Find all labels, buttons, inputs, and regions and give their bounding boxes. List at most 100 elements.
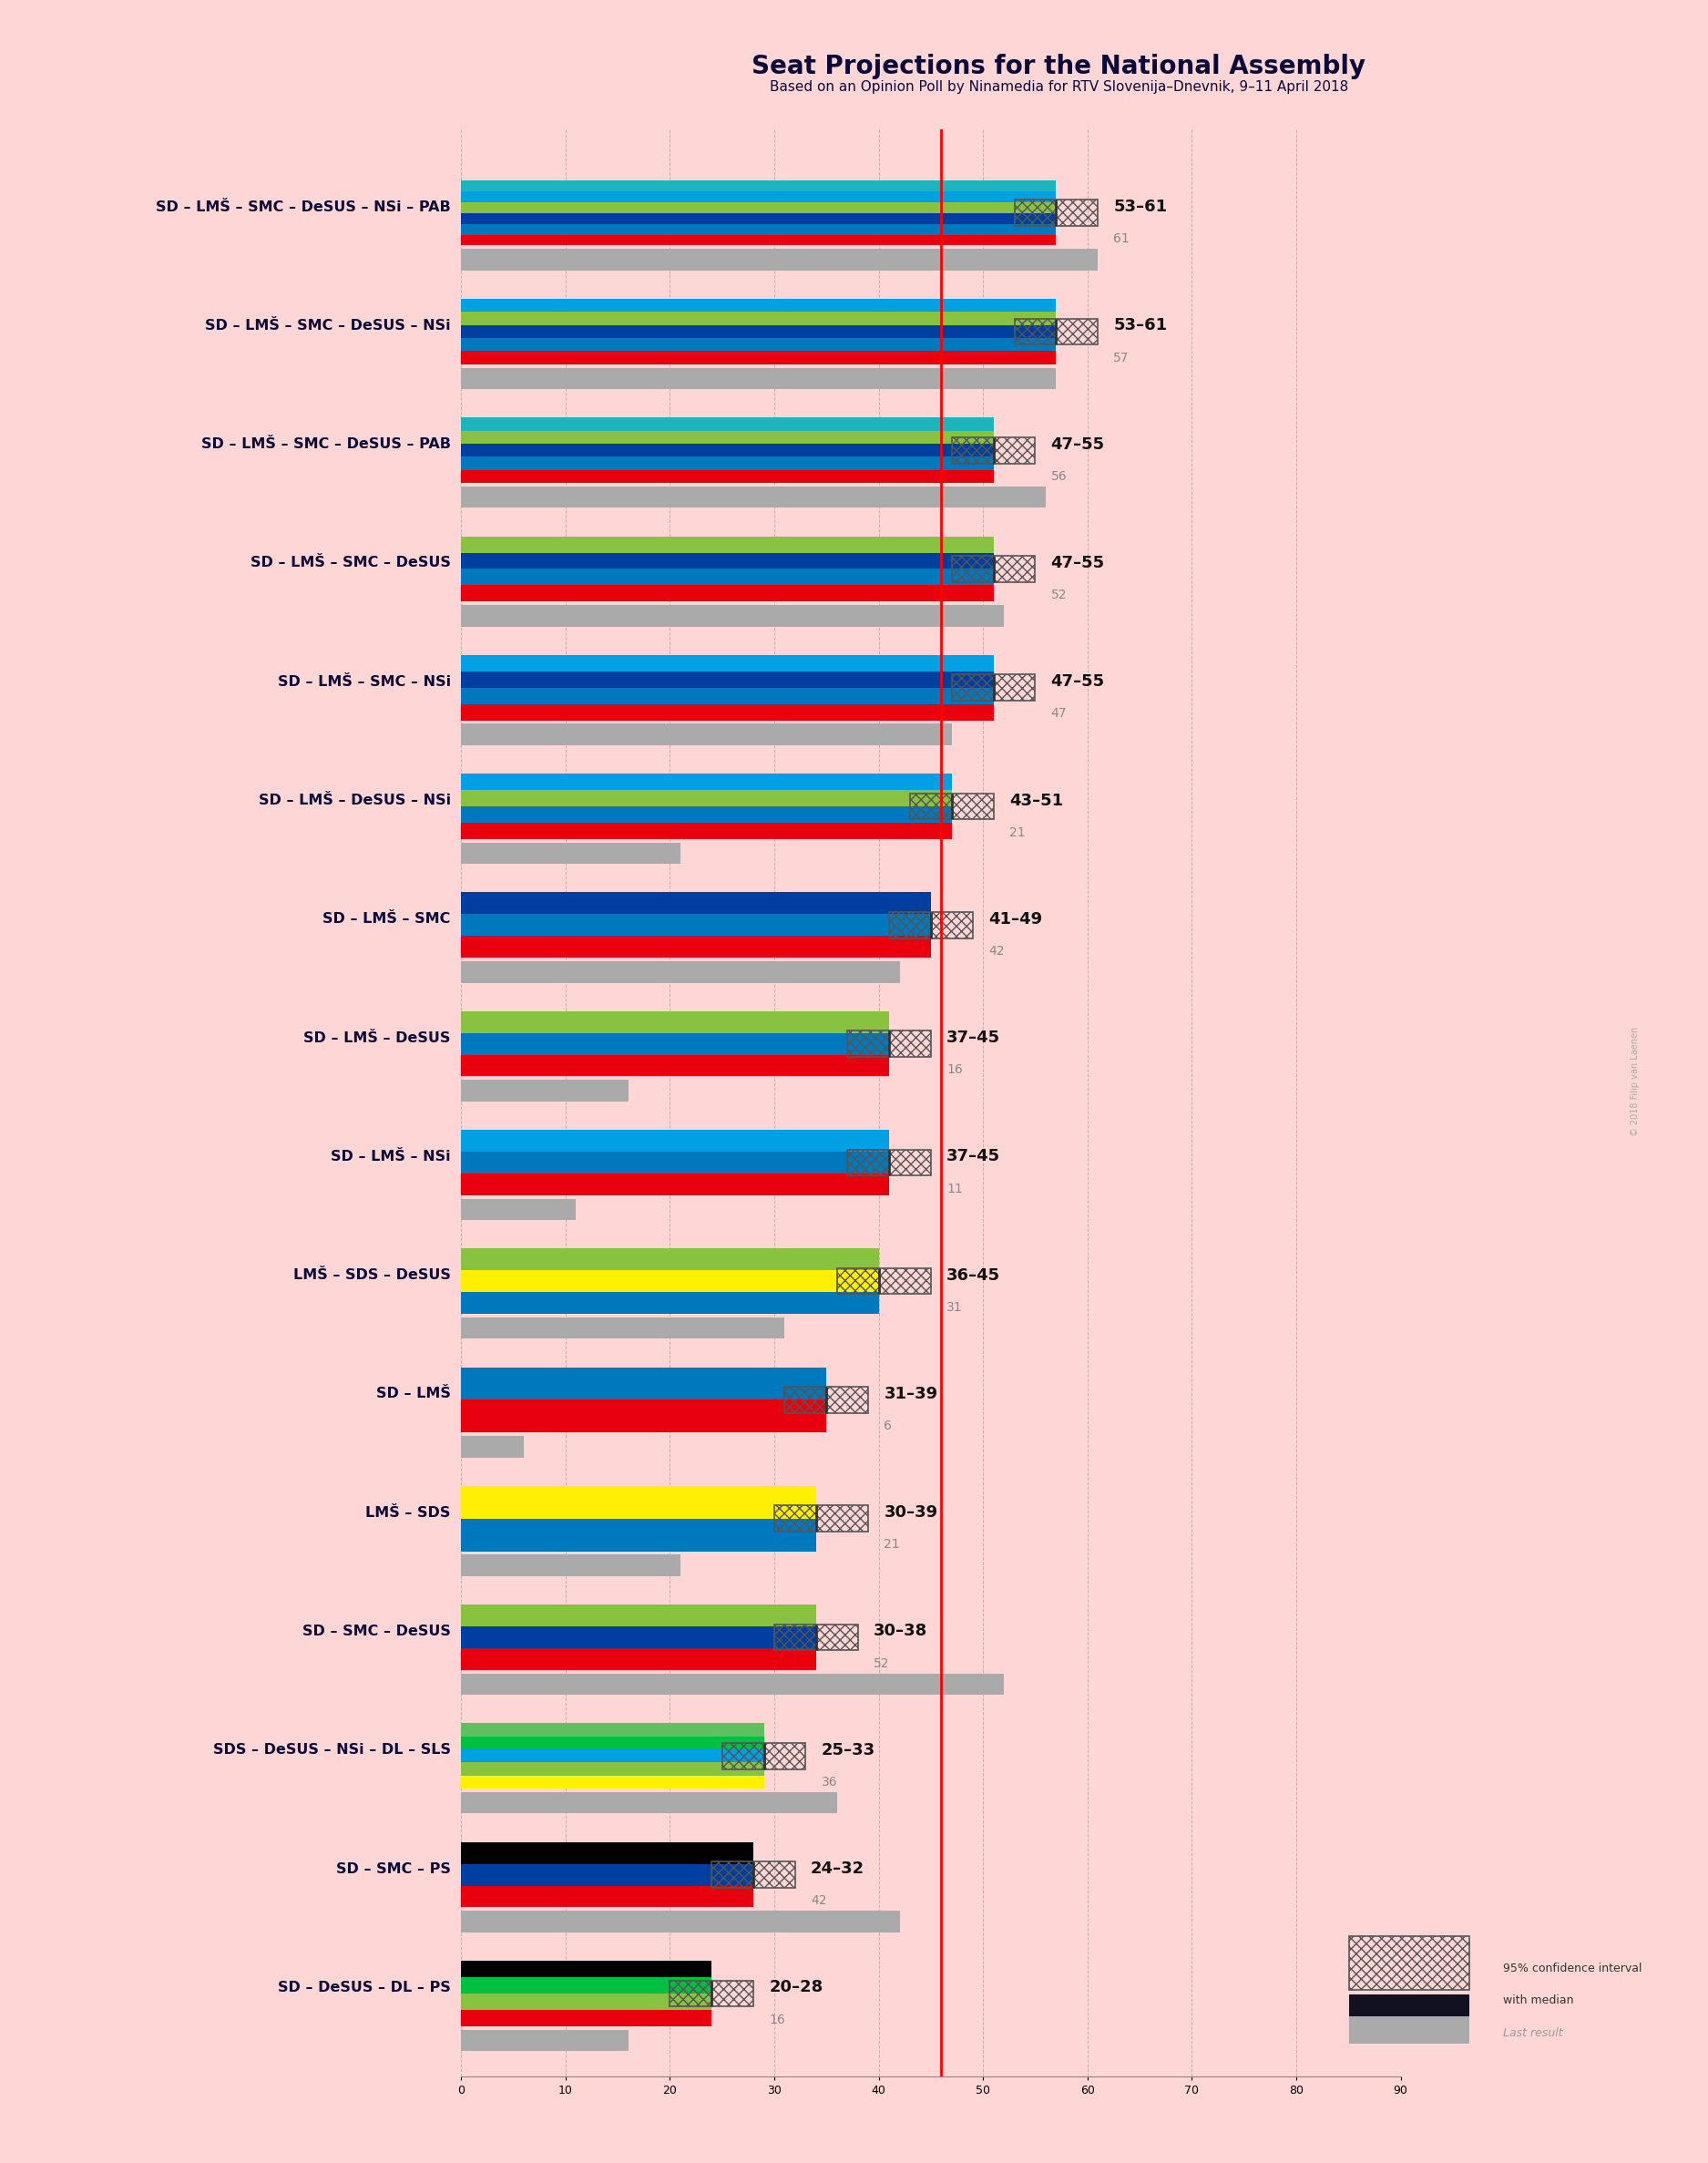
Bar [461,1977,712,1994]
Bar [461,789,951,807]
Bar [461,807,951,822]
Bar [712,1862,796,1888]
Text: 25–33: 25–33 [822,1741,874,1759]
Text: Last result: Last result [1503,2027,1563,2040]
Text: SD – LMŠ – SMC – DeSUS: SD – LMŠ – SMC – DeSUS [251,556,451,569]
Bar [461,1793,837,1813]
Bar [461,368,1056,389]
Text: SD – LMŠ – NSi: SD – LMŠ – NSi [331,1151,451,1164]
Bar [461,1399,827,1432]
Text: SD – LMŠ – DeSUS – NSi: SD – LMŠ – DeSUS – NSi [258,794,451,807]
Text: SD – LMŠ: SD – LMŠ [376,1386,451,1402]
Bar [461,1763,763,1776]
Bar [461,569,994,586]
Bar [461,606,1004,627]
Text: 21: 21 [1009,826,1025,839]
Bar [951,437,1035,463]
Text: 21: 21 [885,1538,900,1551]
Bar [461,1151,890,1172]
Bar [461,456,994,469]
Text: 47: 47 [1050,707,1068,720]
Text: SD – SMC – PS: SD – SMC – PS [336,1862,451,1875]
Bar [461,350,1056,363]
Text: 16: 16 [769,2014,786,2027]
Bar [1015,318,1098,344]
Bar [461,655,994,671]
Text: 52: 52 [1050,588,1068,601]
Bar [461,190,1056,201]
Bar [461,1555,680,1577]
Bar [461,1198,576,1220]
Text: © 2018 Filip van Laenen: © 2018 Filip van Laenen [1631,1027,1640,1136]
Bar [461,223,1056,234]
Text: 61: 61 [1114,234,1129,244]
Bar [461,201,1056,212]
Bar [461,1648,816,1670]
Bar [461,1994,712,2009]
Bar [461,893,931,915]
Text: SD – LMŠ – SMC: SD – LMŠ – SMC [323,913,451,926]
Text: 11: 11 [946,1183,963,1194]
Bar [461,1886,753,1908]
Bar [461,443,994,456]
Text: SD – LMŠ – SMC – NSi: SD – LMŠ – SMC – NSi [277,675,451,688]
Text: 41–49: 41–49 [989,911,1042,928]
Bar [461,2029,629,2051]
Text: 47–55: 47–55 [1050,556,1105,571]
Bar [461,180,1056,190]
Bar [461,311,1056,324]
Bar [461,234,1056,247]
Text: 42: 42 [811,1895,827,1908]
Bar [461,1436,524,1458]
Bar [847,1032,931,1058]
Bar [461,1724,763,1737]
Text: SD – LMŠ – SMC – DeSUS – NSi – PAB: SD – LMŠ – SMC – DeSUS – NSi – PAB [155,201,451,214]
Bar [837,1268,931,1293]
Bar [890,913,972,939]
Bar [461,1960,712,1977]
Text: SD – SMC – DeSUS: SD – SMC – DeSUS [302,1624,451,1637]
Text: 47–55: 47–55 [1050,673,1105,690]
Bar [461,417,994,430]
Bar [461,1776,763,1789]
Text: 95% confidence interval: 95% confidence interval [1503,1962,1641,1975]
Bar [461,337,1056,350]
Text: 56: 56 [1050,469,1068,482]
Bar [461,774,951,789]
Bar [461,1317,784,1339]
Bar [784,1386,868,1412]
Bar [461,937,931,958]
Bar [951,675,1035,701]
Bar [461,1270,878,1291]
Bar [461,1627,816,1648]
Bar [461,536,994,554]
Text: 37–45: 37–45 [946,1149,1001,1164]
Bar [461,1843,753,1865]
Bar [461,298,1056,311]
Bar [461,1172,890,1196]
Text: 42: 42 [989,945,1004,958]
Text: 30–38: 30–38 [873,1622,927,1640]
Text: 16: 16 [946,1064,963,1077]
Bar [461,430,994,443]
Bar [461,671,994,688]
Bar [461,212,1056,223]
Text: 37–45: 37–45 [946,1030,1001,1047]
Bar [461,1034,890,1056]
Bar [461,249,1098,270]
Text: Based on an Opinion Poll by Ninamedia for RTV Slovenija–Dnevnik, 9–11 April 2018: Based on an Opinion Poll by Ninamedia fo… [770,80,1348,93]
Bar [461,960,900,982]
Text: 36: 36 [822,1776,837,1789]
Text: SDS – DeSUS – NSi – DL – SLS: SDS – DeSUS – NSi – DL – SLS [214,1743,451,1756]
Text: SD – LMŠ – SMC – DeSUS – PAB: SD – LMŠ – SMC – DeSUS – PAB [202,437,451,452]
Text: 47–55: 47–55 [1050,437,1105,452]
Bar [461,915,931,937]
Bar [461,1056,890,1077]
Bar [461,1750,763,1763]
Bar [951,556,1035,582]
Bar [461,1079,629,1101]
Bar [461,1865,753,1886]
Bar [461,487,1045,508]
Text: 57: 57 [1114,350,1129,363]
Bar [461,554,994,569]
